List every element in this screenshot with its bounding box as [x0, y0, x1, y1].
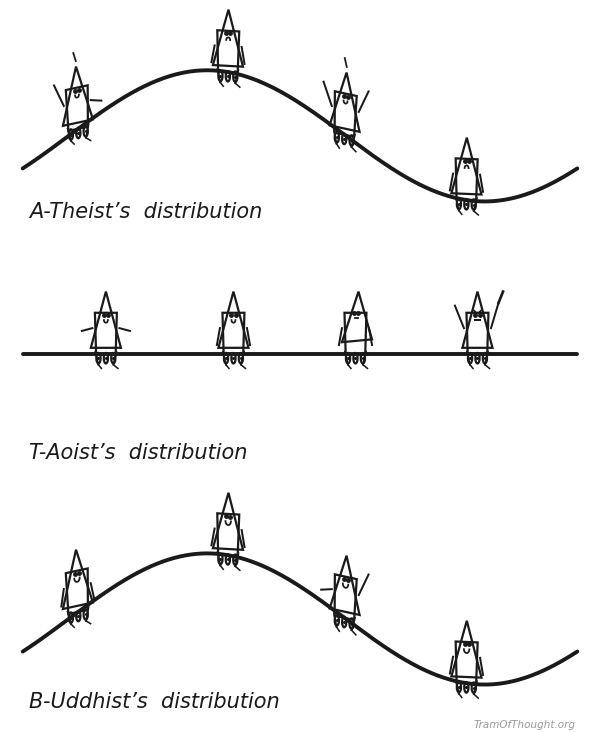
- Text: B-Uddhist’s  distribution: B-Uddhist’s distribution: [29, 692, 280, 712]
- Text: T-Aoist’s  distribution: T-Aoist’s distribution: [29, 444, 248, 463]
- Text: TramOfThought.org: TramOfThought.org: [474, 720, 576, 731]
- Text: A-Theist’s  distribution: A-Theist’s distribution: [29, 202, 263, 222]
